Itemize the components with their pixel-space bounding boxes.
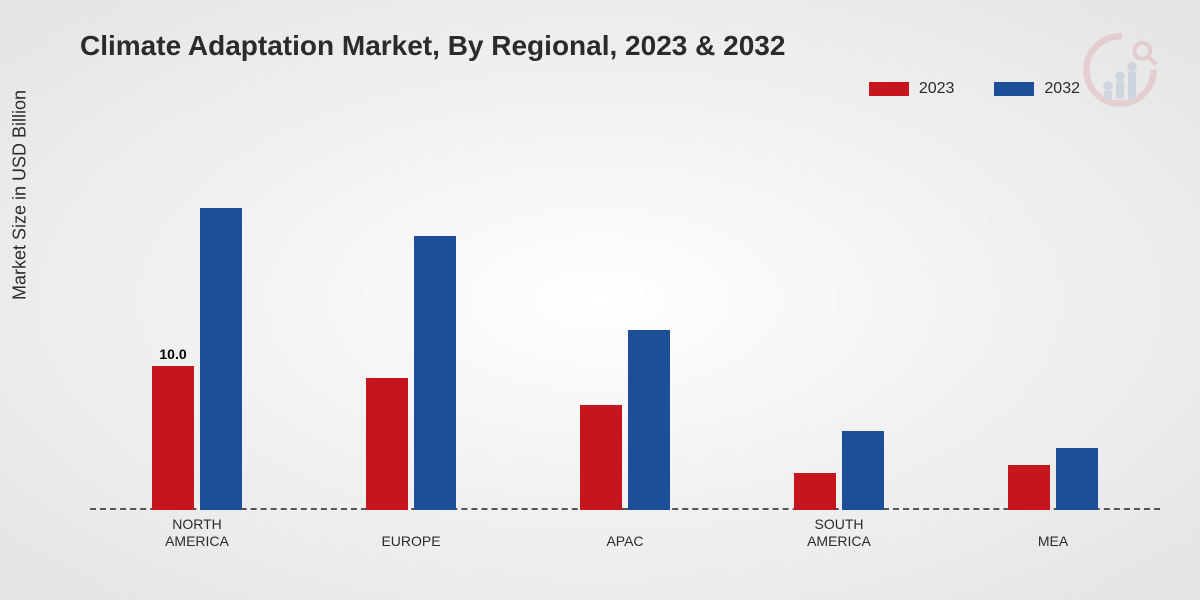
plot-area: NORTH AMERICAEUROPEAPACSOUTH AMERICAMEA1… xyxy=(90,150,1160,510)
legend-label-2023: 2023 xyxy=(919,80,955,98)
legend: 2023 2032 xyxy=(869,80,1080,98)
chart-title: Climate Adaptation Market, By Regional, … xyxy=(80,30,785,62)
x-label-4: MEA xyxy=(978,533,1128,550)
bar-2032-4 xyxy=(1056,448,1098,510)
value-label: 10.0 xyxy=(159,346,186,362)
x-label-3: SOUTH AMERICA xyxy=(764,516,914,550)
bar-2032-2 xyxy=(628,330,670,510)
x-label-1: EUROPE xyxy=(336,533,486,550)
watermark-logo xyxy=(1080,30,1160,110)
legend-swatch-2032 xyxy=(994,82,1034,96)
legend-label-2032: 2032 xyxy=(1044,80,1080,98)
legend-item-2023: 2023 xyxy=(869,80,955,98)
bar-2023-2 xyxy=(580,405,622,510)
bar-2023-4 xyxy=(1008,465,1050,510)
y-axis-label: Market Size in USD Billion xyxy=(10,90,31,300)
x-label-2: APAC xyxy=(550,533,700,550)
bar-2032-1 xyxy=(414,236,456,510)
bar-2023-0 xyxy=(152,366,194,510)
bar-2023-1 xyxy=(366,378,408,510)
bar-2023-3 xyxy=(794,473,836,510)
legend-item-2032: 2032 xyxy=(994,80,1080,98)
x-axis-baseline xyxy=(90,508,1160,510)
legend-swatch-2023 xyxy=(869,82,909,96)
bar-2032-0 xyxy=(200,208,242,510)
x-label-0: NORTH AMERICA xyxy=(122,516,272,550)
bar-2032-3 xyxy=(842,431,884,510)
